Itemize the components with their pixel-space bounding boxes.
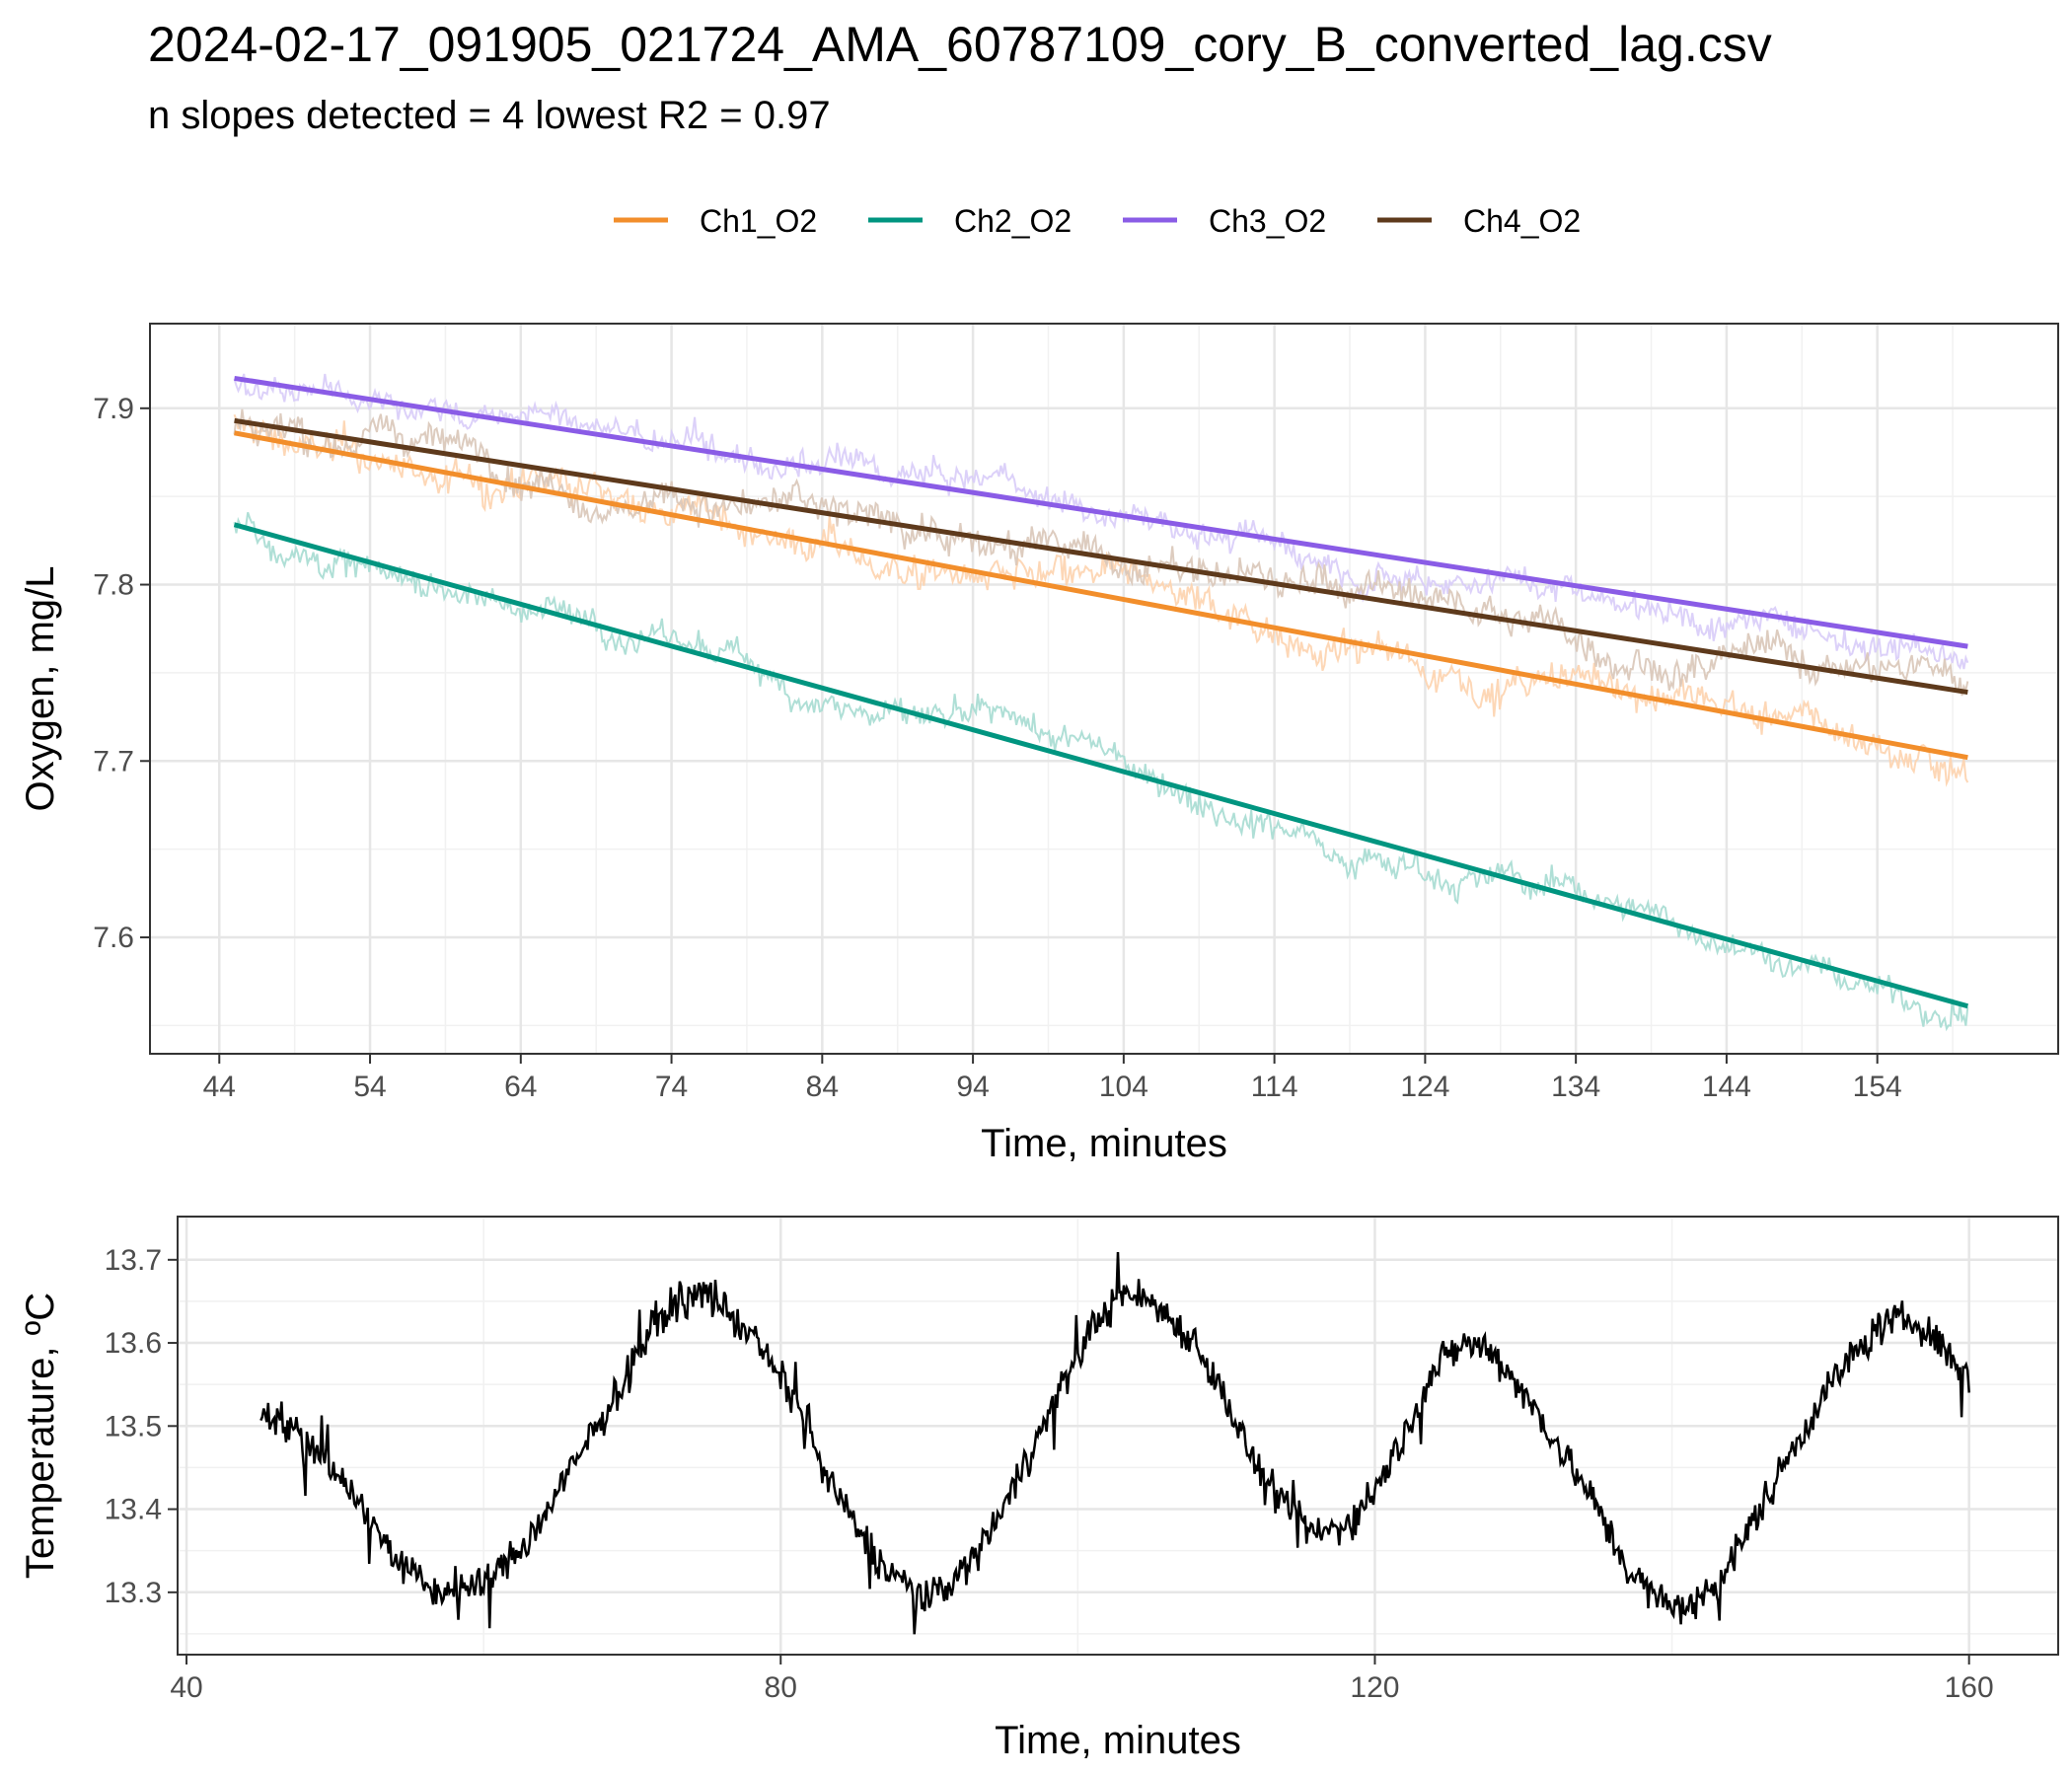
fit-line-Ch3_O2	[234, 375, 1968, 649]
oxygen-x-tick-label: 124	[1400, 1071, 1449, 1103]
figure-title: 2024-02-17_091905_021724_AMA_60787109_co…	[148, 17, 1772, 72]
raw-series-Ch3_O2	[233, 373, 1969, 670]
legend-item-ch4: Ch4_O2	[1377, 203, 1581, 239]
oxygen-x-tick-label: 144	[1702, 1071, 1751, 1103]
oxygen-y-tick-label: 7.7	[93, 745, 134, 777]
oxygen-y-axis-title: Oxygen, mg/L	[19, 565, 62, 811]
temperature-x-tick-label: 160	[1945, 1671, 1994, 1704]
oxygen-x-tick-label: 114	[1251, 1071, 1298, 1103]
oxygen-x-tick-label: 74	[655, 1071, 688, 1103]
oxygen-x-tick-label: 44	[203, 1071, 236, 1103]
legend-item-ch3: Ch3_O2	[1123, 203, 1326, 239]
temperature-panel: 40 80 120 160 13.3 13.4 13.5 13.6 13.7 Time, min…	[19, 1216, 2059, 1762]
oxygen-x-tick-label: 154	[1853, 1071, 1902, 1103]
fit-line-Ch2_O2	[233, 522, 1969, 1009]
legend-item-ch2: Ch2_O2	[868, 203, 1072, 239]
oxygen-x-tick-label: 84	[806, 1071, 839, 1103]
temperature-y-tick-label: 13.3	[105, 1577, 162, 1609]
fit-line-Ch1_O2	[234, 430, 1968, 761]
legend: Ch1_O2 Ch2_O2 Ch3_O2 Ch4_O2	[614, 203, 1581, 239]
oxygen-x-tick-label: 94	[956, 1071, 989, 1103]
legend-label-ch1: Ch1_O2	[700, 203, 817, 239]
temperature-ticks: 40 80 120 160 13.3 13.4 13.5 13.6 13.7	[105, 1244, 1994, 1704]
oxygen-y-tick-label: 7.8	[93, 569, 134, 602]
oxygen-y-tick-label: 7.9	[93, 393, 134, 425]
figure-subtitle: n slopes detected = 4 lowest R2 = 0.97	[148, 94, 831, 137]
temperature-series	[259, 1251, 1970, 1635]
oxygen-x-tick-label: 54	[353, 1071, 386, 1103]
oxygen-ticks: 44 54 64 74 84 94 104 114 124 134 144 154 7.6 7.7 7.8 7…	[93, 393, 1901, 1103]
temperature-y-tick-label: 13.5	[105, 1410, 162, 1443]
oxygen-x-tick-label: 104	[1099, 1071, 1148, 1103]
temperature-y-axis-title: Temperature, ºC	[19, 1293, 62, 1579]
temperature-y-tick-label: 13.4	[105, 1494, 162, 1526]
temperature-panel-border	[177, 1216, 2059, 1656]
oxygen-grid	[150, 324, 2058, 1054]
temperature-y-tick-label: 13.6	[105, 1327, 162, 1360]
legend-item-ch1: Ch1_O2	[614, 203, 817, 239]
raw-series-Ch2_O2	[233, 511, 1969, 1032]
oxygen-x-tick-label: 64	[504, 1071, 537, 1103]
legend-label-ch4: Ch4_O2	[1463, 203, 1581, 239]
oxygen-panel: 44 54 64 74 84 94 104 114 124 134 144 154 7.6 7.7 7.8 7…	[19, 323, 2059, 1165]
legend-label-ch2: Ch2_O2	[954, 203, 1072, 239]
oxygen-fit-lines	[233, 375, 1969, 1009]
temperature-line	[259, 1251, 1970, 1635]
temperature-x-tick-label: 80	[765, 1671, 797, 1704]
temperature-x-axis-title: Time, minutes	[995, 1719, 1241, 1762]
temperature-x-tick-label: 40	[170, 1671, 202, 1704]
temperature-x-tick-label: 120	[1350, 1671, 1399, 1704]
temperature-y-tick-label: 13.7	[105, 1244, 162, 1277]
oxygen-y-tick-label: 7.6	[93, 922, 134, 954]
oxygen-panel-border	[149, 323, 2059, 1055]
oxygen-raw-series	[233, 373, 1969, 1032]
legend-label-ch3: Ch3_O2	[1209, 203, 1326, 239]
fit-line-Ch4_O2	[234, 417, 1968, 696]
oxygen-x-tick-label: 134	[1551, 1071, 1600, 1103]
oxygen-x-axis-title: Time, minutes	[981, 1122, 1227, 1165]
raw-series-Ch4_O2	[233, 408, 1969, 697]
